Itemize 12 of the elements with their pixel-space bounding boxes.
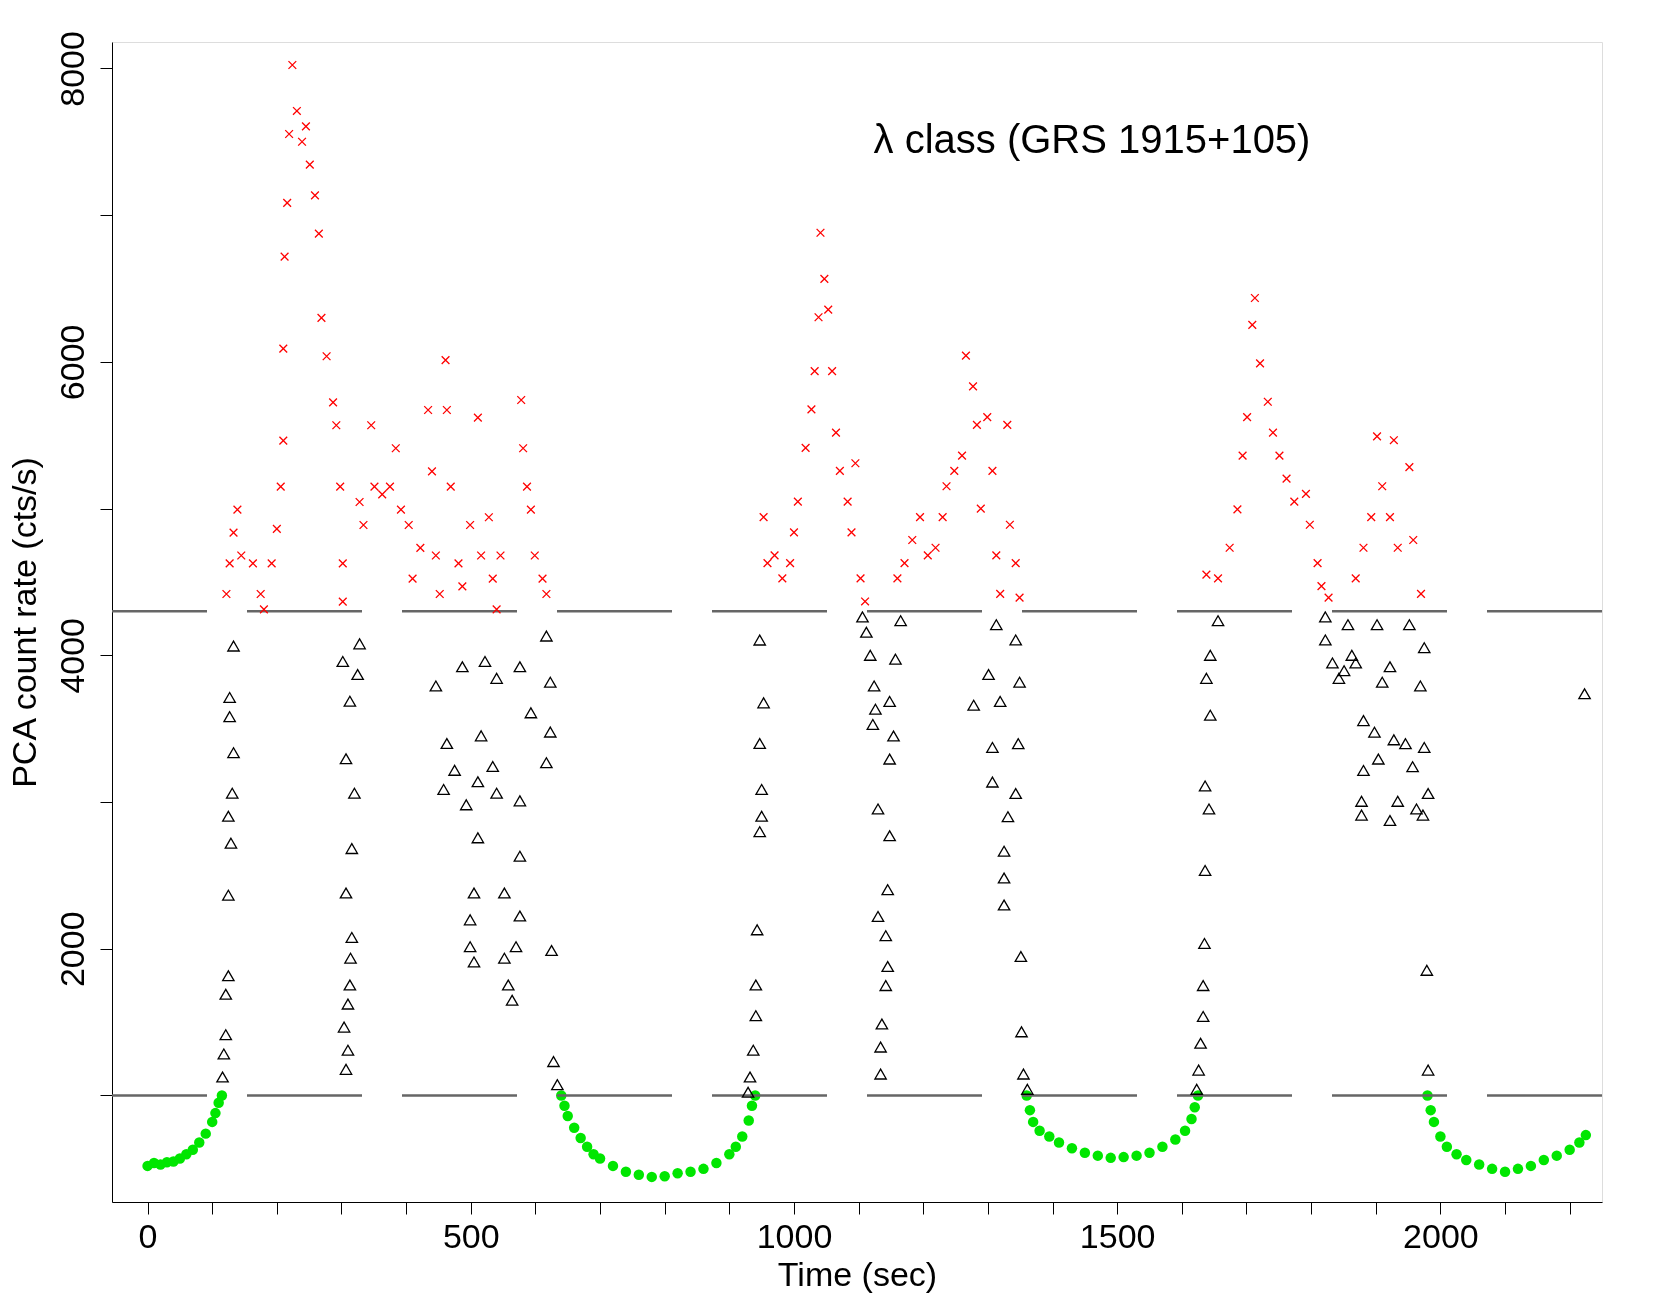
y-tick-label: 4000: [52, 617, 91, 694]
y-tick-label: 6000: [52, 324, 91, 401]
x-tick-label: 1500: [1079, 1216, 1156, 1255]
x-tick-label: 2000: [1403, 1216, 1479, 1255]
y-tick-label: 2000: [52, 911, 91, 988]
annotation: λ class (GRS 1915+105): [873, 117, 1311, 161]
y-tick-label: 8000: [52, 31, 91, 107]
y-axis-title: PCA count rate (cts/s): [4, 457, 43, 788]
x-tick-label: 0: [138, 1216, 158, 1255]
x-tick-label: 1000: [756, 1216, 833, 1255]
x-tick-label: 500: [442, 1216, 500, 1255]
x-axis-title: Time (sec): [777, 1254, 938, 1293]
